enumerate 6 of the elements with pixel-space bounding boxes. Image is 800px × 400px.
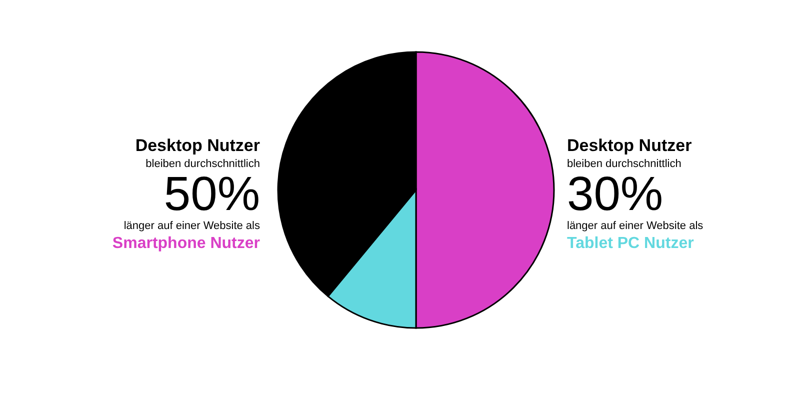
text: länger auf einer Website als bbox=[122, 219, 260, 234]
text: Smartphone Nutzer bbox=[111, 234, 260, 254]
text: Desktop Nutzer bbox=[567, 135, 693, 157]
text: Desktop Nutzer bbox=[134, 135, 260, 157]
text: länger auf einer Website als bbox=[567, 219, 704, 234]
text: Tablet PC Nutzer bbox=[567, 234, 695, 254]
